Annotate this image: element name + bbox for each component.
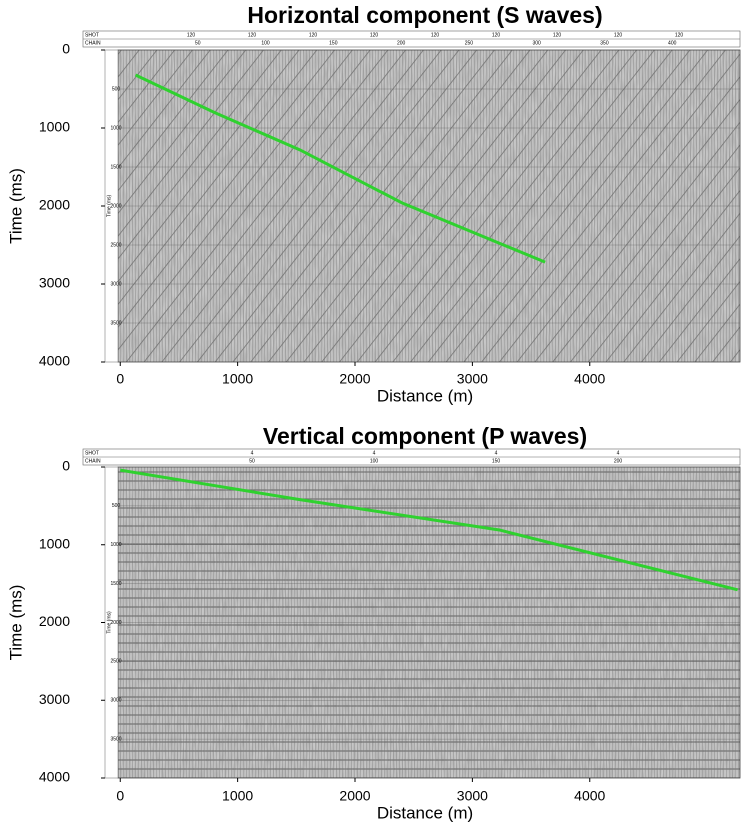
inner-y-tick-label: 3000 <box>110 698 121 704</box>
y-tick-label: 3000 <box>39 691 70 707</box>
first-break-pick <box>120 468 739 592</box>
x-tick-label: 1000 <box>222 788 253 804</box>
header-shot-label: 120 <box>492 32 501 38</box>
inner-y-tick-label: 500 <box>112 503 121 509</box>
y-tick-label: 0 <box>62 458 70 474</box>
inner-y-label: Time (ms) <box>106 195 112 218</box>
inner-y-tick-label: 3500 <box>110 320 121 326</box>
x-tick-label: 0 <box>116 371 124 387</box>
x-tick-label: 2000 <box>339 788 370 804</box>
inner-y-tick-label: 3500 <box>110 736 121 742</box>
x-tick-label: 4000 <box>574 371 605 387</box>
inner-y-tick-label: 500 <box>112 86 121 92</box>
header-shot-label: 4 <box>617 450 620 456</box>
header-shot-label: 4 <box>251 450 254 456</box>
x-tick-label: 3000 <box>457 788 488 804</box>
y-tick-label: 2000 <box>39 197 70 213</box>
inner-y-tick-label: 3000 <box>110 281 121 287</box>
header-chain-label: 250 <box>465 40 474 46</box>
header-chain-label: 300 <box>532 40 541 46</box>
header-shot-label: 4 <box>495 450 498 456</box>
y-tick-label: 3000 <box>39 275 70 291</box>
y-tick-label: 2000 <box>39 613 70 629</box>
y-axis-label: Time (ms) <box>6 168 25 244</box>
x-tick-label: 1000 <box>222 371 253 387</box>
inner-y-tick-label: 2500 <box>110 242 121 248</box>
header-chain-label: 350 <box>600 40 609 46</box>
y-tick-label: 1000 <box>39 535 70 551</box>
header-chain-label: 150 <box>492 458 501 464</box>
header-shot-label: 120 <box>370 32 379 38</box>
x-tick-label: 2000 <box>339 371 370 387</box>
x-axis-label: Distance (m) <box>377 803 473 822</box>
header-chain-label: 400 <box>668 40 677 46</box>
y-axis-label: Time (ms) <box>6 585 25 661</box>
first-break-pick <box>134 73 546 264</box>
inner-y-tick-label: 1000 <box>110 542 121 548</box>
header-shot-label: 120 <box>614 32 623 38</box>
header-shot-label: 120 <box>187 32 196 38</box>
y-tick-label: 0 <box>62 41 70 57</box>
header-shot-label: 4 <box>373 450 376 456</box>
inner-y-tick-label: 1500 <box>110 164 121 170</box>
header-row-label: CHAIN <box>85 40 101 46</box>
header-shot-label: 120 <box>248 32 257 38</box>
header-chain-label: 100 <box>370 458 379 464</box>
header-chain-label: 50 <box>195 40 201 46</box>
header-chain-label: 200 <box>397 40 406 46</box>
header-row-label: SHOT <box>85 32 99 38</box>
x-axis-label: Distance (m) <box>377 386 473 405</box>
inner-y-label: Time (ms) <box>106 611 112 634</box>
header-row-label: SHOT <box>85 450 99 456</box>
header-shot-label: 120 <box>675 32 684 38</box>
inner-y-tick-label: 1000 <box>110 125 121 131</box>
x-tick-label: 3000 <box>457 371 488 387</box>
header-chain-label: 150 <box>329 40 338 46</box>
panel-title: Horizontal component (S waves) <box>247 2 602 28</box>
x-tick-label: 4000 <box>574 788 605 804</box>
header-shot-label: 120 <box>309 32 318 38</box>
inner-y-tick-label: 2500 <box>110 659 121 665</box>
header-row-label: CHAIN <box>85 458 101 464</box>
header-chain-label: 50 <box>249 458 255 464</box>
x-tick-label: 0 <box>116 788 124 804</box>
panel-title: Vertical component (P waves) <box>263 423 587 449</box>
inner-y-tick-label: 2000 <box>110 203 121 209</box>
header-chain-label: 100 <box>261 40 270 46</box>
y-tick-label: 4000 <box>39 769 70 785</box>
header-shot-label: 120 <box>431 32 440 38</box>
header-shot-label: 120 <box>553 32 562 38</box>
inner-y-tick-label: 1500 <box>110 581 121 587</box>
y-tick-label: 1000 <box>39 119 70 135</box>
header-chain-label: 200 <box>614 458 623 464</box>
y-tick-label: 4000 <box>39 353 70 369</box>
inner-y-tick-label: 2000 <box>110 620 121 626</box>
